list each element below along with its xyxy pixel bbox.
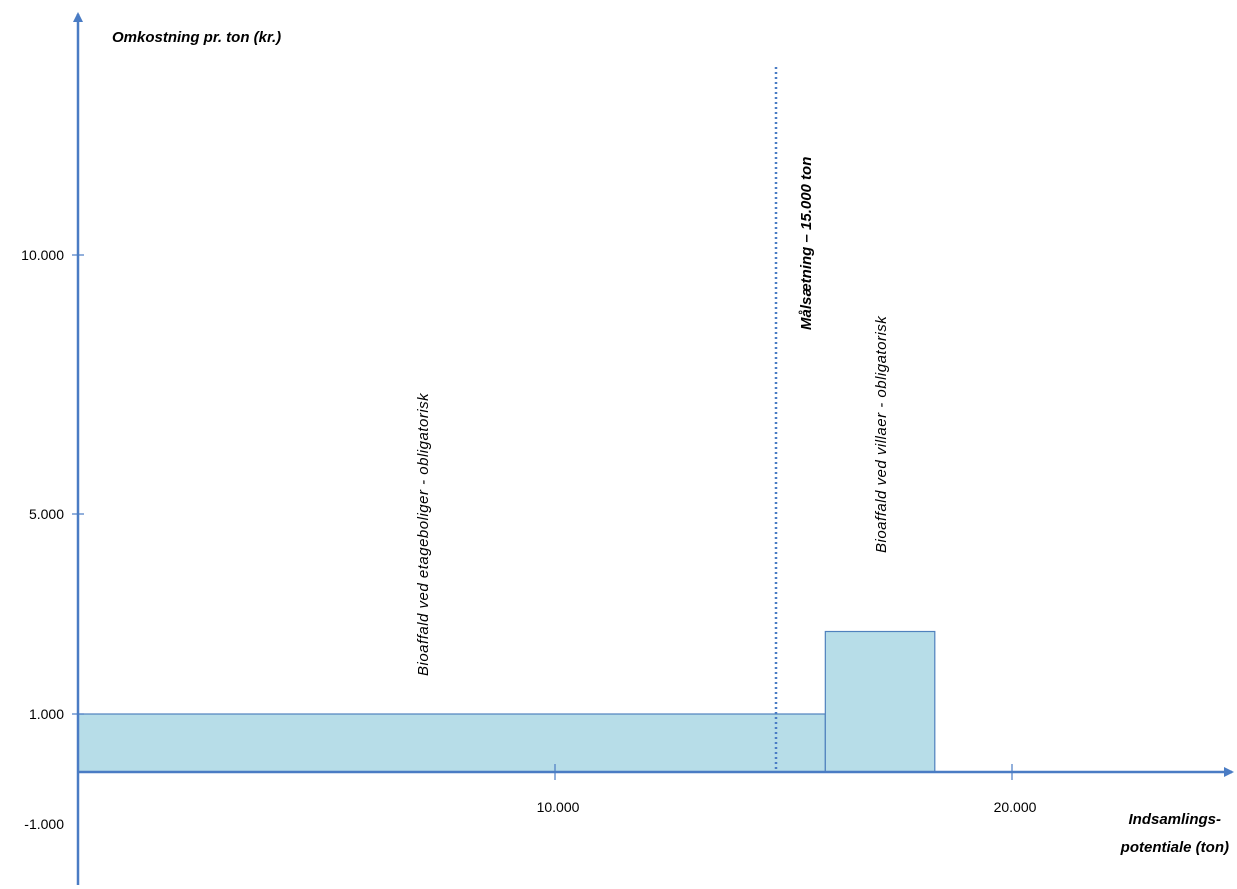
target-label: Målsætning – 15.000 ton — [798, 157, 815, 330]
x-tick-label-2: 20.000 — [994, 799, 1037, 815]
y-tick-label-1: 10.000 — [21, 247, 64, 263]
bar-label-1: Bioaffald ved etageboliger - obligatoris… — [415, 392, 432, 676]
y-axis-title: Omkostning pr. ton (kr.) — [112, 29, 281, 46]
bar-label-2: Bioaffald ved villaer - obligatorisk — [873, 315, 890, 553]
bar-2 — [824, 630, 936, 773]
x-axis-title-line1: Indsamlings- — [1128, 811, 1221, 828]
y-tick-label-3: 1.000 — [29, 706, 64, 722]
y-tick-label-4: -1.000 — [24, 816, 64, 832]
x-axis-title-line2: potentiale (ton) — [1120, 839, 1229, 856]
x-tick-label-1: 10.000 — [537, 799, 580, 815]
bar-1 — [77, 713, 826, 773]
y-tick-label-2: 5.000 — [29, 506, 64, 522]
